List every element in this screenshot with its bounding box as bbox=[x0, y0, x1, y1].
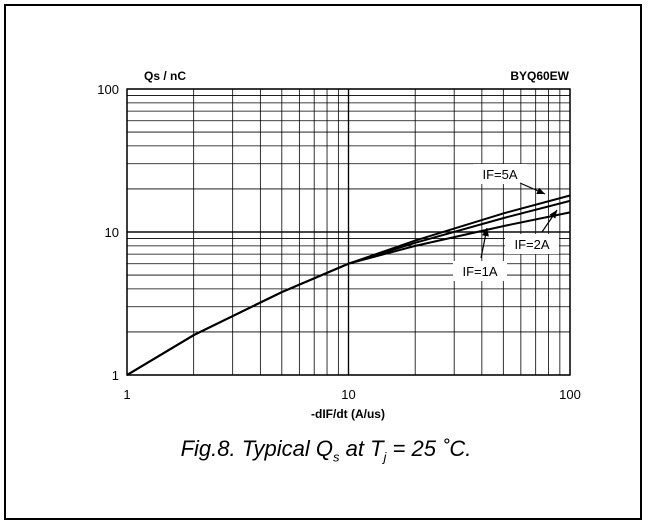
caption-prefix: Fig.8. Typical Q bbox=[180, 436, 334, 461]
caption-sub-s: s bbox=[333, 449, 340, 465]
series-callout-3: IF=1A bbox=[453, 227, 507, 281]
chart-svg: Qs / nC BYQ60EW -dIF/dt (A/us) 1 10 100 1 10… bbox=[97, 69, 581, 421]
plot-border bbox=[126, 88, 571, 376]
series-callout-2: IF=2A bbox=[505, 209, 559, 254]
series-label: IF=5A bbox=[482, 167, 517, 182]
callout-background bbox=[505, 234, 559, 254]
series-annotations: IF=5A IF=2A IF=1A bbox=[453, 164, 559, 281]
callout-arrow-head bbox=[482, 228, 489, 237]
series-line-3 bbox=[126, 211, 571, 376]
tick-labels: 1 10 100 1 10 100 bbox=[97, 82, 581, 402]
figure-caption: Fig.8. Typical Qs at Tj = 25 ˚C. bbox=[0, 436, 652, 464]
y-tick-label: 10 bbox=[105, 225, 119, 240]
x-tick-label: 100 bbox=[559, 387, 581, 402]
series-label: IF=2A bbox=[514, 237, 549, 252]
grid bbox=[126, 88, 571, 376]
caption-suffix: = 25 ˚C. bbox=[386, 436, 472, 461]
caption-sub-j: j bbox=[383, 449, 387, 465]
series-callout-1: IF=5A bbox=[473, 164, 546, 195]
x-tick-label: 1 bbox=[123, 387, 130, 402]
caption-mid: at T bbox=[339, 436, 384, 461]
y-tick-label: 1 bbox=[112, 368, 119, 383]
callout-arrow-head bbox=[549, 210, 557, 219]
x-axis-label: -dIF/dt (A/us) bbox=[311, 407, 385, 421]
callout-arrow-head bbox=[536, 187, 545, 194]
labels-group: Qs / nC BYQ60EW -dIF/dt (A/us) bbox=[144, 69, 570, 421]
y-axis-label: Qs / nC bbox=[144, 69, 186, 83]
series-group bbox=[126, 194, 571, 376]
series-label: IF=1A bbox=[462, 264, 497, 279]
x-tick-label: 10 bbox=[341, 387, 355, 402]
chart-title: BYQ60EW bbox=[510, 69, 569, 83]
y-tick-label: 100 bbox=[97, 82, 119, 97]
callout-background bbox=[473, 164, 527, 184]
callout-background bbox=[453, 261, 507, 281]
